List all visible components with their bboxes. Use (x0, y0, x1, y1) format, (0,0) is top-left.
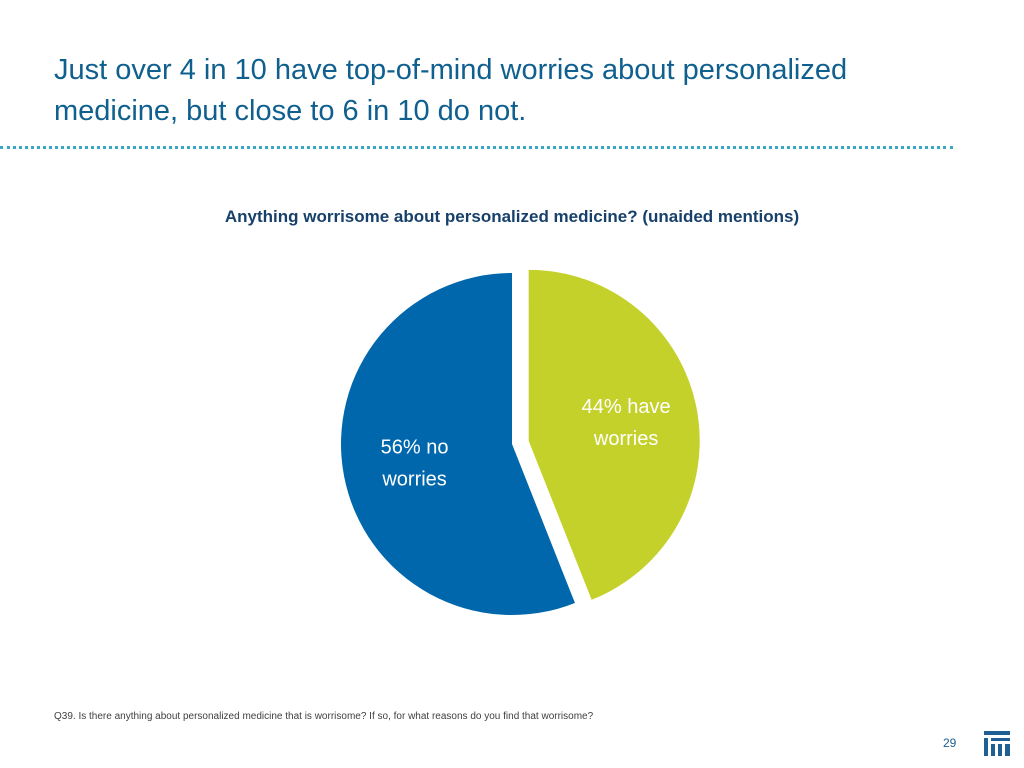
pie-slice-label-line: 44% have (582, 396, 671, 418)
pie-slice-label-line: worries (593, 428, 658, 450)
title-divider (0, 146, 953, 149)
pie-slice-label-1: 56% no worries (381, 437, 449, 491)
chart-title: Anything worrisome about personalized me… (224, 207, 800, 226)
pie-slice-0 (528, 269, 700, 600)
pie-slice-1 (340, 273, 575, 616)
page-number: 29 (943, 736, 957, 750)
pie-slice-label-0: 44% have worries (582, 396, 671, 450)
pie-slice-label-line: 56% no (381, 437, 449, 459)
company-logo-icon (984, 731, 1010, 756)
slide-title: Just over 4 in 10 have top-of-mind worri… (54, 54, 848, 127)
pie-slice-label-line: worries (381, 469, 446, 491)
footnote: Q39. Is there anything about personalize… (54, 711, 594, 722)
